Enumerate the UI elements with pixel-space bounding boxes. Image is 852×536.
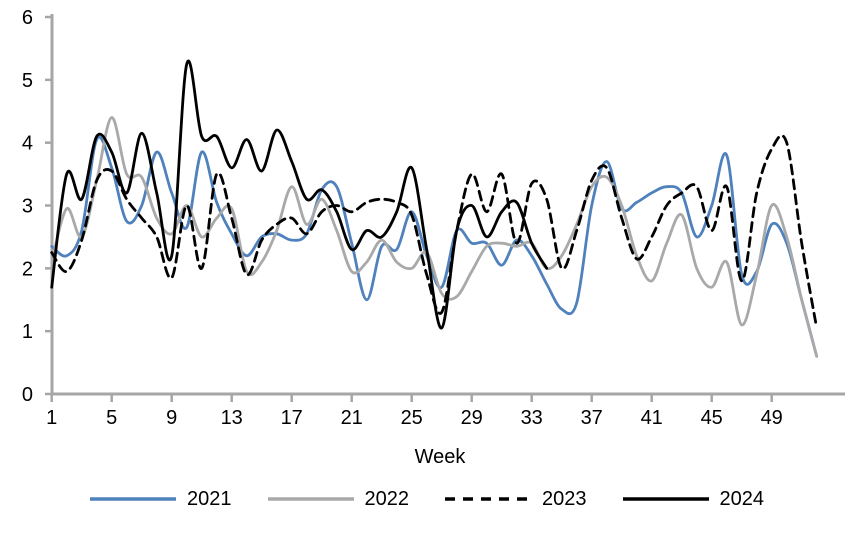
legend-label: 2022 <box>364 488 410 510</box>
legend-item-2021: 2021 <box>88 489 232 509</box>
y-tick-label: 0 <box>22 384 33 406</box>
axes <box>45 14 845 402</box>
y-tick-label: 3 <box>22 196 33 218</box>
legend-item-2024: 2024 <box>621 488 765 510</box>
legend-line-swatch <box>622 497 709 501</box>
y-tick-label: 5 <box>22 70 33 92</box>
legend-line-swatch <box>445 497 531 501</box>
legend-label: 2023 <box>542 488 587 510</box>
x-tick-label: 25 <box>401 407 423 429</box>
x-tick-label: 17 <box>281 407 303 429</box>
y-tick-label: 1 <box>22 321 33 343</box>
series-line-2024 <box>50 59 549 330</box>
x-tick-label: 9 <box>166 407 177 429</box>
legend-line-swatch <box>267 497 354 501</box>
x-tick-label: 49 <box>761 407 783 429</box>
y-tick-label: 6 <box>22 7 33 29</box>
x-tick-label: 21 <box>341 407 363 429</box>
legend-item-2023: 2023 <box>443 489 587 509</box>
x-tick-label: 29 <box>461 407 483 429</box>
x-axis-title: Week <box>415 446 467 468</box>
x-tick-label: 37 <box>581 407 603 429</box>
x-tick-label: 33 <box>521 407 543 429</box>
y-tick-label: 4 <box>22 133 33 155</box>
legend-label: 2024 <box>719 488 765 510</box>
series-lines <box>50 59 819 358</box>
series-line-2022 <box>50 116 819 358</box>
x-tick-label: 1 <box>46 407 57 429</box>
x-tick-label: 41 <box>641 407 663 429</box>
x-tick-label: 13 <box>221 407 243 429</box>
x-tick-label: 45 <box>701 407 723 429</box>
legend: 2021 2022 2023 2024 <box>0 489 852 509</box>
y-tick-label: 2 <box>22 258 33 280</box>
series-line-2023 <box>50 134 819 330</box>
legend-line-swatch <box>90 497 176 501</box>
x-tick-label: 5 <box>106 407 117 429</box>
legend-label: 2021 <box>187 488 232 510</box>
legend-item-2022: 2022 <box>266 488 410 510</box>
